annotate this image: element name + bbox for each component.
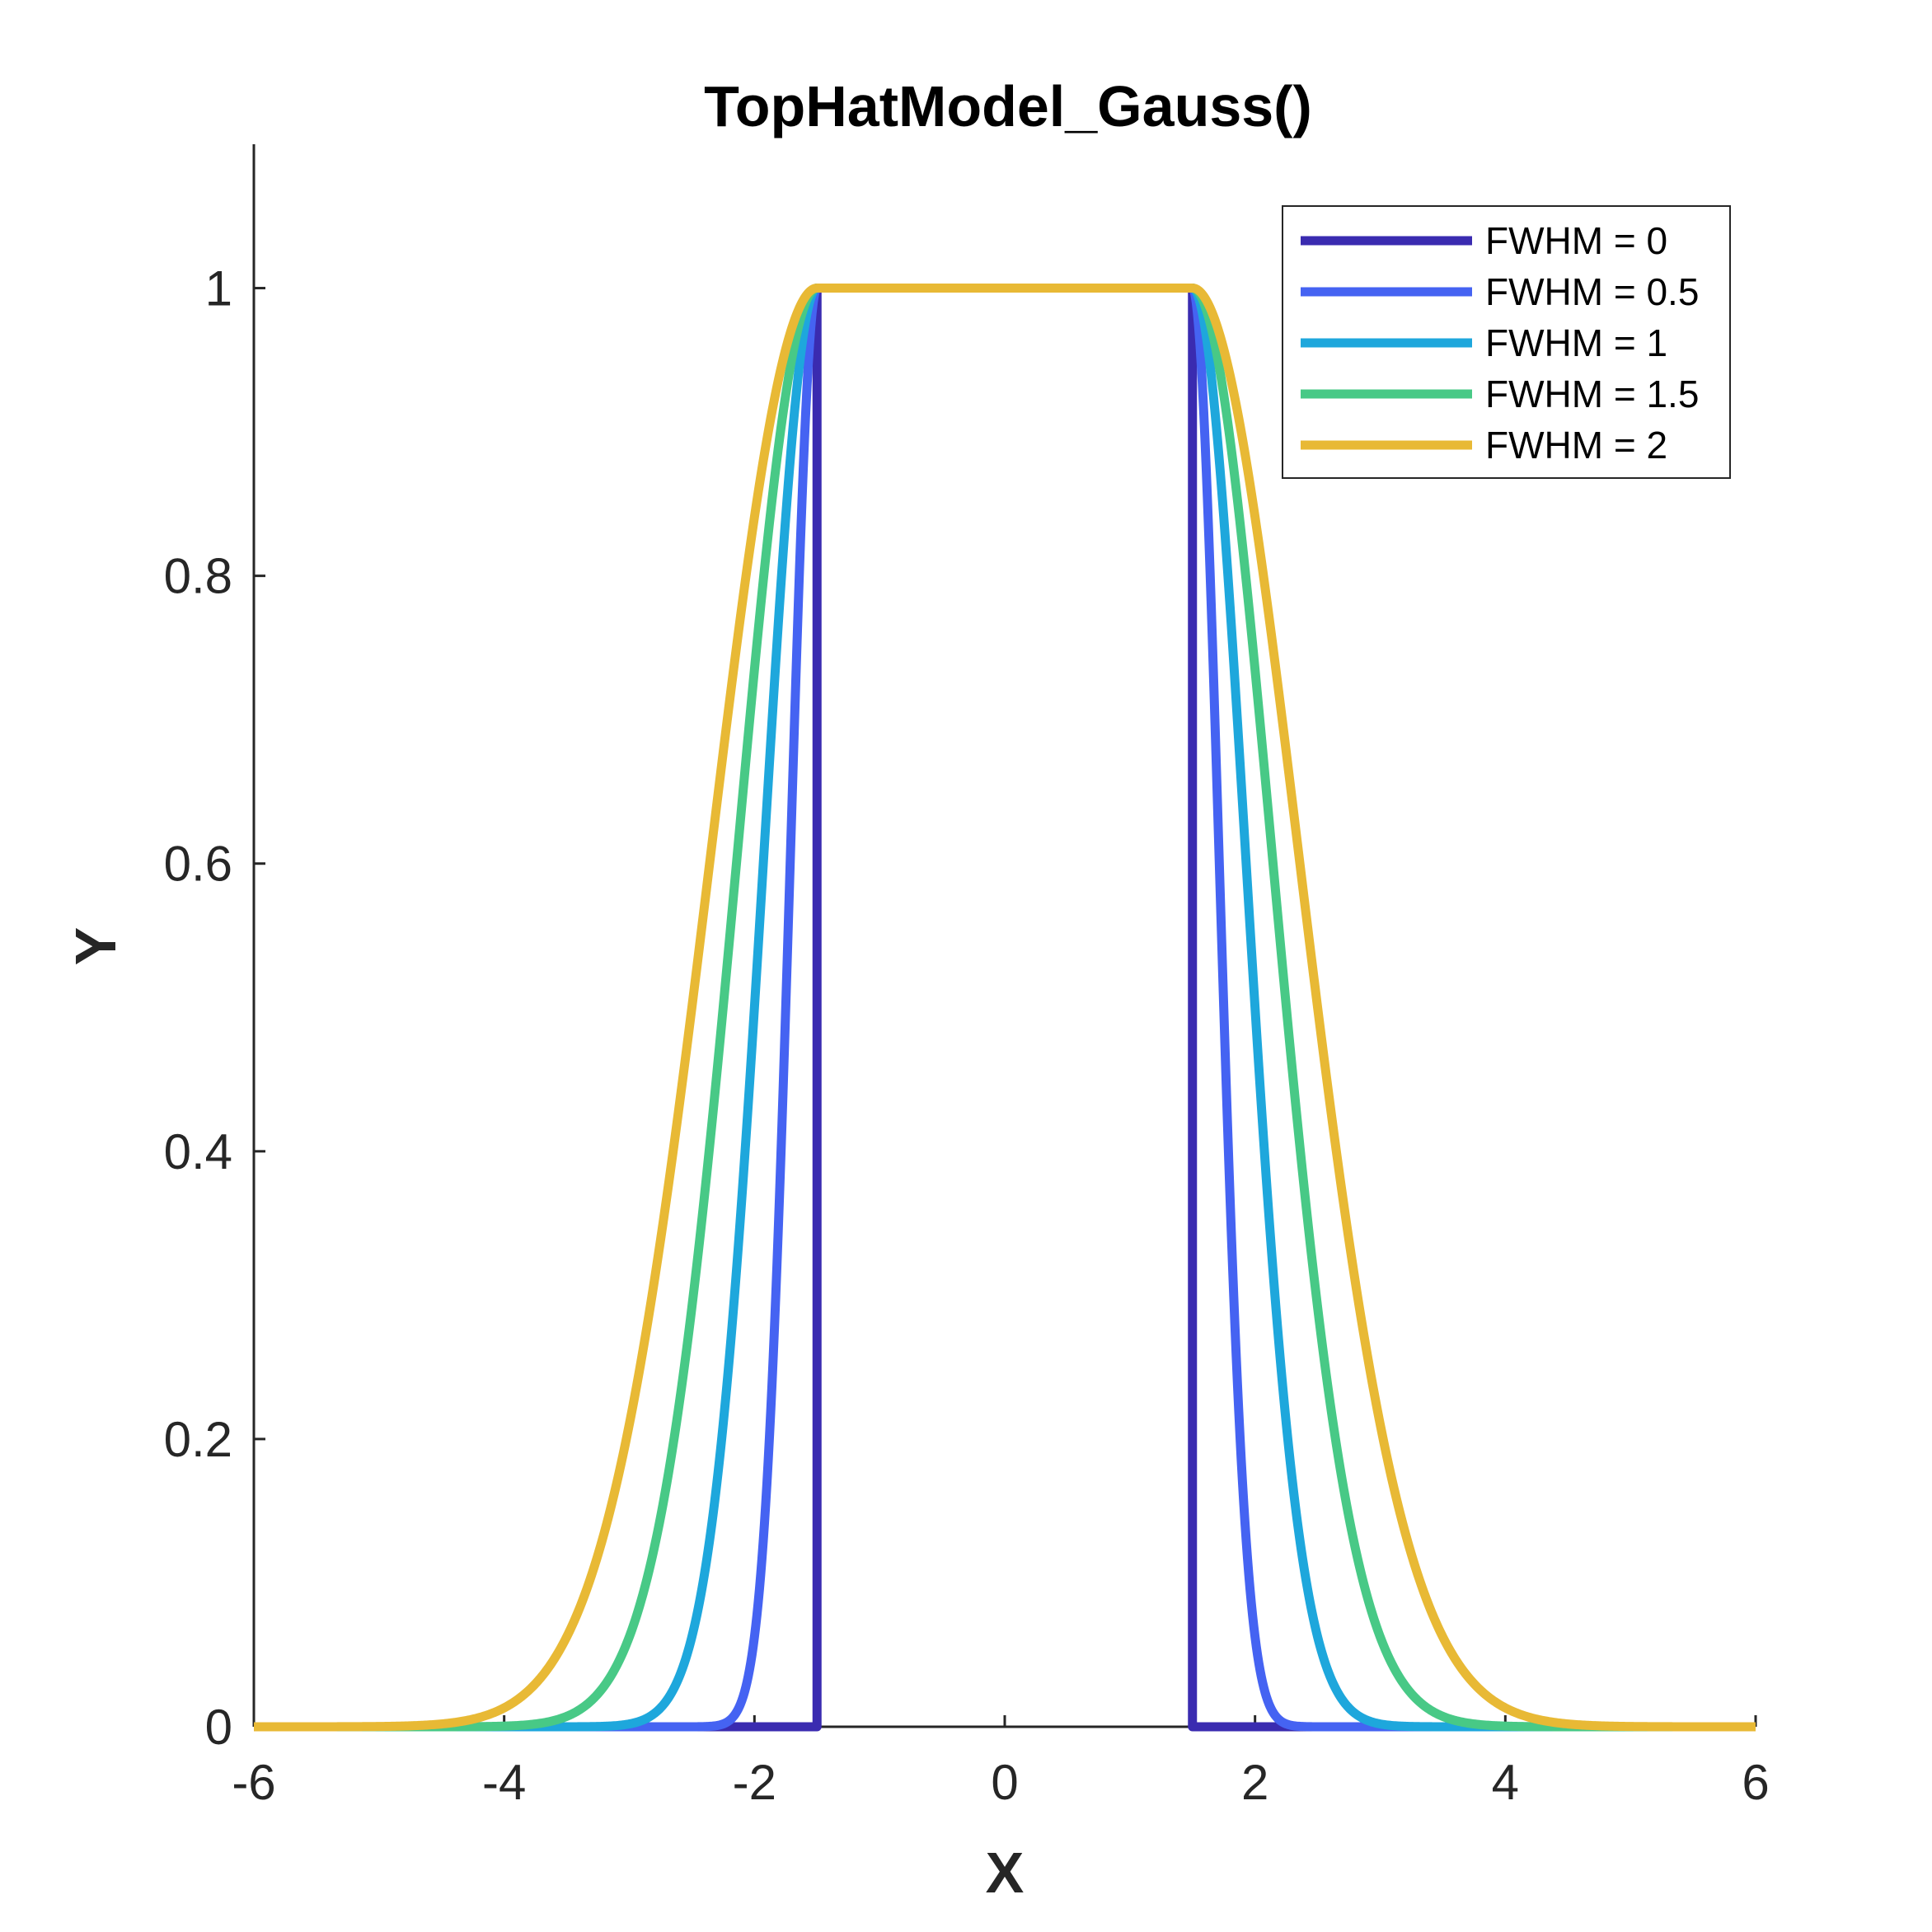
legend-label: FWHM = 0.5 [1485, 270, 1699, 313]
series-line [251, 284, 1759, 1732]
legend-label: FWHM = 0 [1485, 219, 1667, 262]
series-line [251, 284, 1759, 1732]
y-tick-label: 0.2 [164, 1412, 232, 1467]
chart-title: TopHatModel_Gauss() [704, 74, 1312, 138]
legend-label: FWHM = 1 [1485, 321, 1667, 364]
y-tick-label: 0 [205, 1700, 232, 1755]
y-tick-label: 1 [205, 261, 232, 317]
x-tick-label: -6 [232, 1755, 275, 1810]
legend-label: FWHM = 2 [1485, 424, 1667, 467]
x-tick-label: 6 [1742, 1755, 1769, 1810]
legend: FWHM = 0 FWHM = 0.5 FWHM = 1 FWHM = 1.5 FWHM… [1282, 205, 1731, 479]
y-tick-label: 0.6 [164, 837, 232, 892]
x-tick-label: 0 [991, 1755, 1018, 1810]
y-tick-label: 0.8 [164, 549, 232, 604]
x-tick-label: 2 [1241, 1755, 1268, 1810]
series-group [251, 284, 1759, 1732]
legend-label: FWHM = 1.5 [1485, 373, 1699, 415]
series-line [254, 284, 1756, 1732]
x-axis: -6 -4 -2 0 2 4 6 [232, 1715, 1770, 1810]
y-axis: 0 0.2 0.4 0.6 0.8 1 [164, 144, 265, 1755]
y-axis-label: Y [63, 927, 128, 966]
x-tick-label: 4 [1492, 1755, 1519, 1810]
series-line [251, 284, 1759, 1732]
x-axis-label: X [986, 1841, 1025, 1905]
x-tick-label: -4 [482, 1755, 526, 1810]
x-tick-label: -2 [733, 1755, 776, 1810]
series-line [251, 284, 1759, 1732]
y-tick-label: 0.4 [164, 1124, 232, 1179]
